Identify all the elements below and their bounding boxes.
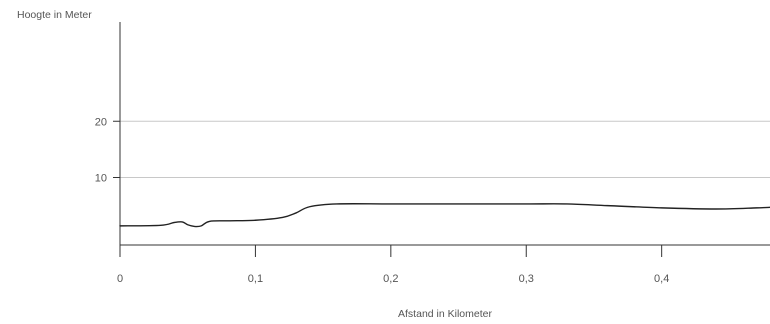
- x-axis-title: Afstand in Kilometer: [398, 308, 492, 320]
- grid-lines: [120, 120, 770, 178]
- x-tick-label: 0,3: [519, 273, 534, 285]
- series-layer: [119, 203, 770, 228]
- axes: [113, 22, 770, 257]
- tick-labels: 10 20 0 0,1 0,2 0,3 0,4: [95, 116, 670, 285]
- elevation-line: [119, 203, 770, 228]
- x-tick-label: 0,2: [383, 273, 398, 285]
- y-axis-title: Hoogte in Meter: [17, 9, 92, 21]
- y-tick-label: 20: [95, 116, 107, 128]
- x-tick-label: 0: [117, 273, 123, 285]
- y-tick-label: 10: [95, 173, 107, 185]
- x-tick-label: 0,4: [654, 273, 669, 285]
- x-tick-label: 0,1: [248, 273, 263, 285]
